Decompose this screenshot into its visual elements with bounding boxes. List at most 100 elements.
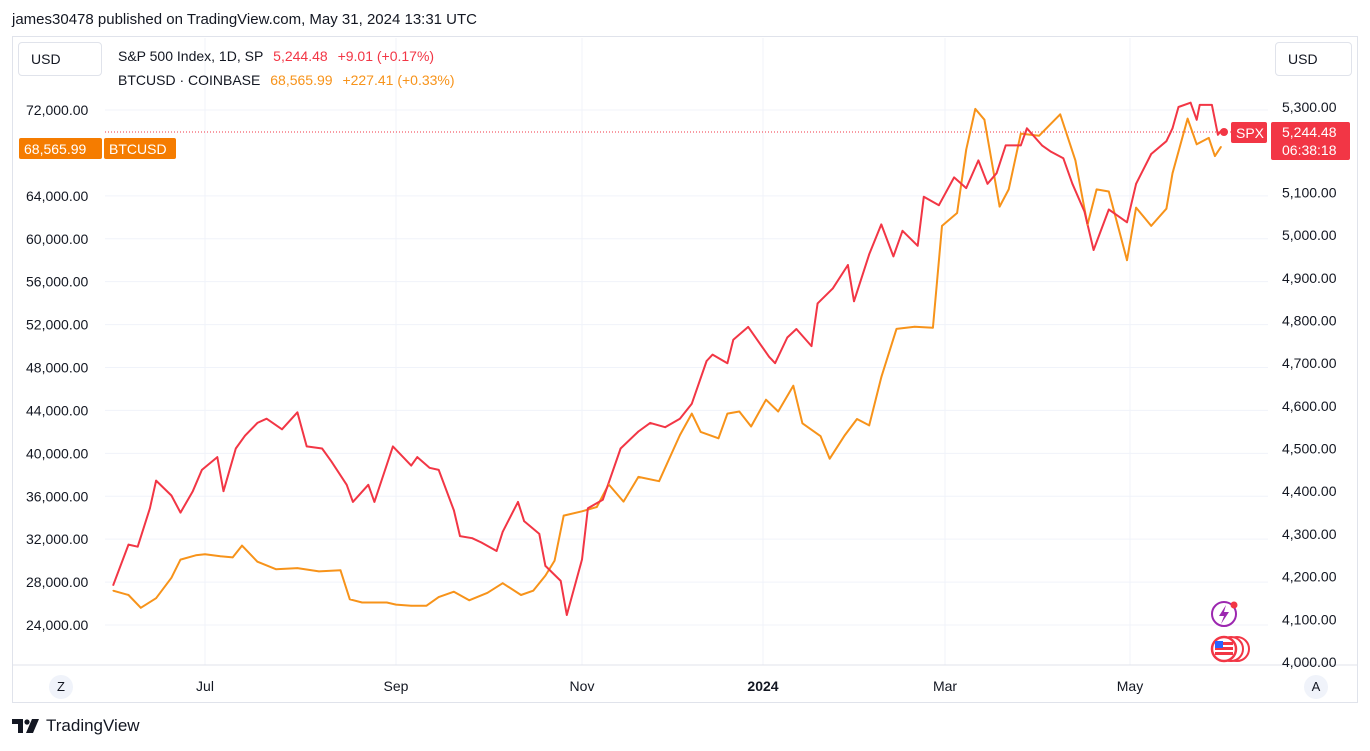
spx-data-point [1189, 101, 1192, 104]
spx-data-point [501, 530, 504, 533]
legend-spx[interactable]: S&P 500 Index, 1D, SP 5,244.48 +9.01 (+0… [118, 48, 440, 64]
spx-data-point [1092, 249, 1095, 251]
spx-data-point [345, 484, 348, 486]
spx-data-point [619, 447, 622, 450]
left-axis-tick-label: 44,000.00 [26, 402, 88, 418]
btc-data-point [1220, 146, 1222, 148]
btc-data-point [532, 589, 535, 592]
time-axis-tick-label: Jul [196, 678, 214, 694]
btc-data-point [339, 569, 342, 572]
spx-data-point [786, 336, 789, 339]
spx-data-point [1177, 106, 1180, 108]
left-axis-tick-label: 40,000.00 [26, 445, 88, 461]
spx-data-point [986, 183, 989, 185]
spx-data-point [853, 300, 855, 303]
spx-data-point [517, 501, 519, 503]
btc-data-point [1107, 190, 1110, 193]
spx-data-point [321, 447, 323, 450]
right-price-axis[interactable]: 5,300.00 5,100.00 5,000.00 4,900.00 4,800.00… [1282, 99, 1337, 670]
btc-data-point [395, 603, 397, 606]
spx-data-point [1004, 144, 1007, 147]
spx-data-point [747, 326, 749, 328]
btc-data-point [1186, 117, 1189, 120]
btc-data-point [410, 604, 413, 607]
time-axis[interactable]: Jul Sep Nov 2024 Mar May [196, 678, 1143, 694]
btc-data-point [318, 570, 320, 573]
btc-data-point [844, 434, 846, 436]
btc-data-point [1214, 155, 1216, 157]
spx-data-point [523, 520, 525, 522]
time-axis-tick-label: 2024 [747, 678, 778, 694]
right-axis-tick-label: 4,400.00 [1282, 483, 1337, 499]
spx-data-point [453, 509, 455, 512]
spx-data-point [471, 537, 474, 539]
spx-data-point [149, 507, 151, 510]
btc-data-point [453, 590, 455, 593]
spx-data-point [1165, 140, 1168, 142]
spx-data-point [170, 494, 173, 497]
spx-data-point [581, 558, 583, 561]
left-currency-button[interactable]: USD [18, 42, 102, 76]
us-flag-events-icon[interactable] [1210, 635, 1250, 663]
btc-data-point [913, 325, 916, 328]
spx-data-point [726, 362, 729, 364]
spx-price-tag: SPX 5,244.48 06:38:18 [1231, 122, 1350, 160]
legend-btc[interactable]: BTCUSD · COINBASE 68,565.99 +227.41 (+0.… [118, 72, 461, 88]
left-price-axis[interactable]: 72,000.00 64,000.00 60,000.00 56,000.00 52,0… [26, 102, 88, 633]
btc-data-point [1020, 132, 1022, 135]
spx-data-point [587, 507, 589, 510]
btc-data-point [792, 384, 795, 387]
right-axis-tick-label: 5,000.00 [1282, 227, 1337, 243]
btc-data-point [765, 398, 767, 401]
spx-data-point [235, 447, 237, 450]
btc-data-point [974, 108, 977, 110]
spx-data-point [136, 545, 139, 548]
spx-data-point [112, 584, 115, 586]
btc-data-point [195, 554, 197, 557]
btc-data-point [1135, 206, 1137, 209]
btc-data-point [828, 457, 831, 460]
btc-data-point [1074, 159, 1077, 162]
btc-data-point [1208, 137, 1210, 139]
spx-data-point [1020, 144, 1022, 147]
tradingview-logo-icon [12, 719, 39, 733]
spx-data-point [410, 464, 413, 467]
spx-data-point [538, 533, 541, 535]
spx-series-line [112, 101, 1222, 616]
spx-data-point [191, 490, 194, 493]
btc-data-point [170, 576, 173, 579]
btc-data-point [139, 607, 142, 609]
left-axis-tick-label: 60,000.00 [26, 231, 88, 247]
left-axis-tick-label: 24,000.00 [26, 617, 88, 633]
footer-brand[interactable]: TradingView [12, 716, 140, 736]
btc-data-point [437, 596, 440, 598]
spx-data-point [690, 402, 693, 405]
btc-data-point [275, 568, 277, 571]
btc-data-point [241, 544, 243, 547]
btc-data-point [231, 556, 234, 559]
btc-data-point [819, 435, 822, 437]
auto-scale-button[interactable]: A [1304, 675, 1328, 699]
spx-data-point [1217, 133, 1219, 136]
btc-data-point [868, 424, 870, 427]
btc-data-point [998, 205, 1001, 208]
btc-data-point [204, 553, 206, 555]
spx-data-point [916, 244, 919, 247]
spx-data-point [679, 417, 681, 420]
spx-data-point [459, 535, 461, 537]
btc-data-point [658, 480, 660, 483]
spx-data-point [1026, 127, 1028, 130]
legend-btc-name: BTCUSD · COINBASE [118, 72, 261, 88]
spx-data-point [816, 302, 819, 305]
spx-data-point [222, 490, 225, 493]
legend-spx-name: S&P 500 Index, 1D, SP [118, 48, 264, 64]
right-currency-button[interactable]: USD [1275, 42, 1352, 76]
btc-data-point [738, 410, 741, 413]
spx-data-point [305, 445, 308, 448]
btc-data-point [468, 599, 470, 602]
legend-spx-price: 5,244.48 [273, 48, 328, 64]
zoom-corner-button[interactable]: Z [49, 675, 73, 699]
spx-data-point [1211, 104, 1213, 106]
lightning-icon[interactable] [1211, 601, 1238, 627]
